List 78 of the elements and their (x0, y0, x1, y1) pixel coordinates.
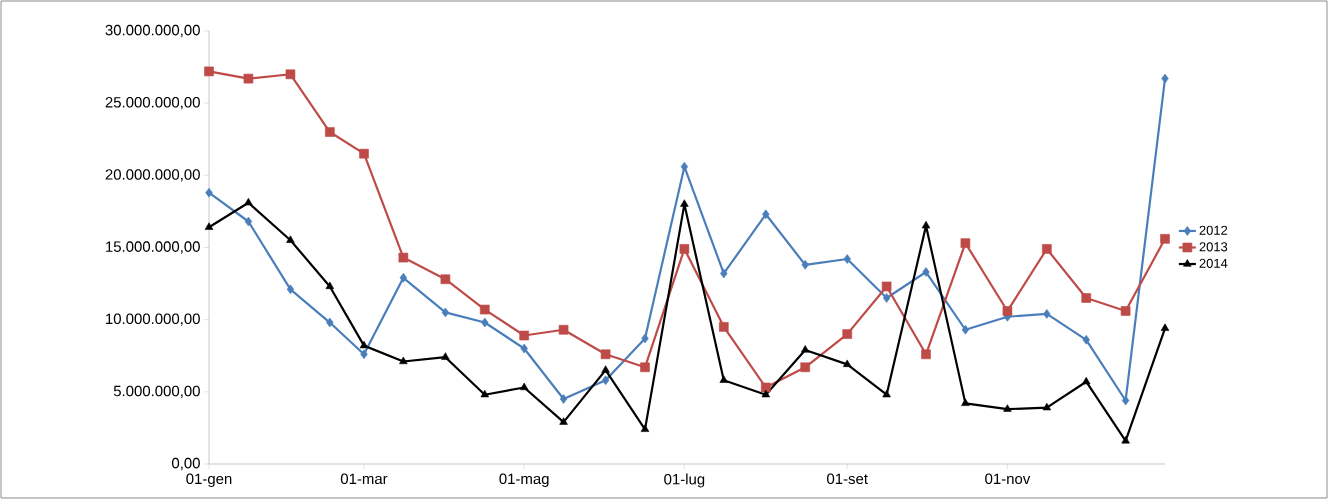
legend-label: 2014 (1199, 258, 1228, 268)
y-tick-label: 30.000.000,00 (105, 24, 200, 38)
point (360, 349, 368, 360)
point (679, 244, 690, 254)
point (719, 375, 728, 383)
point (761, 382, 771, 393)
legend-label: 2012 (1199, 225, 1228, 235)
point (559, 394, 568, 404)
point (519, 330, 529, 341)
point (801, 260, 809, 270)
x-tick-label: 01-lug (664, 473, 705, 488)
point (921, 349, 931, 360)
point (1042, 244, 1052, 254)
point (961, 398, 970, 406)
point (640, 362, 650, 373)
y-tick-label: 25.000.000,00 (105, 96, 200, 110)
point (399, 272, 408, 283)
point (882, 293, 891, 303)
point (1120, 306, 1131, 316)
x-tick-label: 01-mag (499, 473, 549, 488)
point (479, 304, 490, 315)
point (680, 199, 689, 207)
point (881, 281, 892, 292)
point (680, 161, 689, 172)
point (842, 329, 853, 339)
point (800, 362, 810, 373)
y-tick-label: 5.000.000,00 (113, 385, 200, 398)
point (480, 389, 489, 398)
point (1081, 293, 1092, 303)
point (801, 345, 810, 353)
point (559, 417, 568, 425)
point (882, 389, 891, 398)
point (520, 343, 528, 354)
point (398, 252, 409, 263)
point (1161, 73, 1169, 84)
point (359, 340, 369, 349)
point (1002, 306, 1013, 316)
y-tick-label: 10.000.000,00 (106, 313, 200, 326)
point (922, 267, 930, 277)
y-tick-label: 20.000.000,00 (105, 169, 200, 182)
point (961, 324, 970, 335)
point (921, 221, 931, 229)
y-tick-label: 0,00 (171, 457, 200, 471)
point (601, 365, 610, 373)
point (1003, 404, 1012, 412)
x-tick-label: 01-set (827, 473, 868, 485)
point (440, 274, 451, 285)
y-tick-label: 15.000.000,00 (106, 241, 200, 254)
x-tick-label: 01-mar (340, 473, 388, 485)
point (761, 389, 770, 398)
point (519, 382, 529, 391)
point (441, 307, 450, 318)
point (641, 333, 649, 344)
point (601, 375, 610, 386)
point (1082, 335, 1090, 345)
x-tick-label: 01-nov (985, 473, 1031, 485)
point (718, 322, 729, 332)
point (1121, 395, 1130, 406)
point (1121, 436, 1130, 444)
point (843, 254, 851, 264)
point (1042, 402, 1052, 411)
point (399, 356, 408, 365)
point (600, 349, 611, 360)
point (1160, 323, 1170, 331)
point (1082, 376, 1091, 385)
point (481, 317, 489, 328)
point (441, 352, 450, 360)
point (359, 148, 369, 159)
point (720, 268, 728, 279)
point (1160, 234, 1170, 244)
point (960, 238, 971, 248)
point (1043, 309, 1051, 319)
point (762, 209, 770, 220)
point (558, 324, 569, 335)
point (640, 424, 650, 432)
x-tick-label: 01-gen (186, 473, 232, 488)
point (843, 359, 852, 367)
legend-label: 2013 (1199, 242, 1228, 252)
